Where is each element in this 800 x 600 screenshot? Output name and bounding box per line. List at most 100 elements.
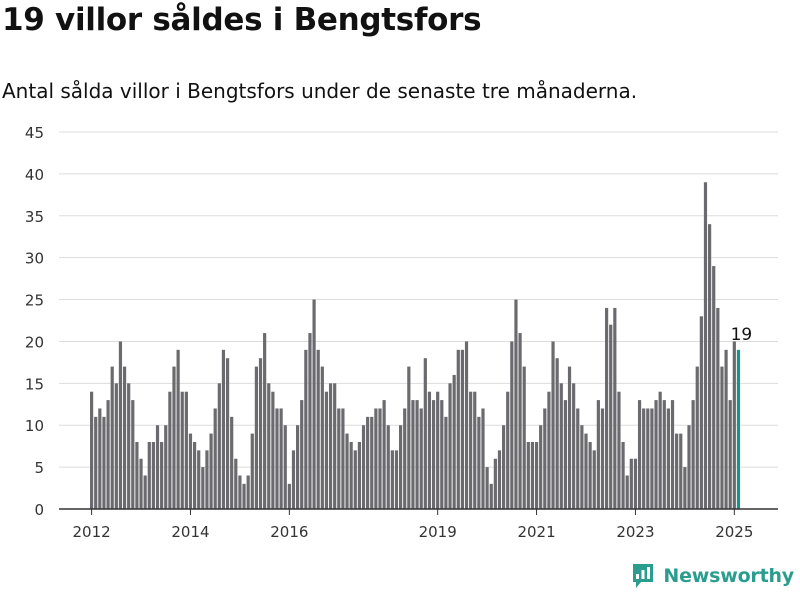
bar — [675, 433, 679, 509]
bar — [122, 366, 127, 509]
bar — [609, 324, 613, 509]
bar — [584, 433, 588, 509]
bar — [534, 441, 539, 509]
bar — [456, 349, 460, 509]
bar — [646, 408, 650, 509]
bar — [514, 299, 518, 509]
bar — [160, 441, 164, 509]
bar — [419, 408, 423, 509]
y-tick-label: 10 — [25, 417, 44, 435]
x-tick-label: 2014 — [171, 523, 209, 541]
bar — [724, 349, 728, 509]
y-tick-label: 40 — [25, 166, 44, 184]
bar — [625, 475, 629, 509]
bar — [695, 366, 699, 509]
bar — [473, 391, 477, 509]
x-tick-label: 2025 — [715, 523, 753, 541]
bar — [106, 400, 110, 509]
y-tick-label: 15 — [25, 375, 44, 393]
bar — [312, 299, 316, 509]
bar — [526, 441, 530, 509]
bar — [637, 400, 642, 509]
bar — [246, 475, 250, 509]
bar — [180, 391, 184, 509]
bar — [633, 458, 638, 509]
bar — [732, 341, 736, 509]
bar — [572, 383, 576, 509]
bar — [168, 391, 172, 509]
bar — [296, 425, 300, 509]
bar — [172, 366, 176, 509]
bar — [176, 349, 180, 509]
bar — [357, 441, 361, 509]
bar — [464, 341, 469, 509]
bar — [518, 333, 522, 509]
bar — [102, 416, 106, 509]
bar — [217, 383, 221, 509]
bar — [287, 483, 291, 509]
x-tick-label: 2023 — [616, 523, 654, 541]
bar — [666, 408, 670, 509]
bar — [151, 441, 155, 509]
bar — [477, 416, 481, 509]
bar — [250, 433, 254, 509]
y-tick-label: 25 — [25, 292, 44, 310]
bar — [333, 383, 337, 509]
bar — [440, 400, 444, 509]
bar — [143, 475, 147, 509]
bar — [110, 366, 114, 509]
bar — [403, 408, 407, 509]
bar — [448, 383, 452, 509]
bar — [316, 349, 320, 509]
bar — [267, 383, 271, 509]
bar — [127, 383, 131, 509]
bar — [662, 400, 666, 509]
bar — [131, 400, 135, 509]
bar — [155, 425, 160, 509]
chart-subtitle: Antal sålda villor i Bengtsfors under de… — [2, 79, 638, 103]
bar — [691, 400, 695, 509]
bar — [366, 416, 370, 509]
bar — [703, 182, 708, 509]
bar — [386, 425, 390, 509]
bar — [576, 408, 580, 509]
bar — [147, 441, 151, 509]
bar — [555, 358, 559, 509]
bar — [184, 391, 188, 509]
bar — [291, 450, 296, 509]
bar — [415, 400, 419, 509]
bar — [300, 400, 304, 509]
bar — [209, 433, 213, 509]
newsworthy-logo-icon — [633, 564, 654, 588]
bar — [234, 458, 238, 509]
bar — [547, 391, 551, 509]
bar — [407, 366, 411, 509]
bar — [543, 408, 547, 509]
bar — [197, 450, 201, 509]
bar — [427, 391, 432, 509]
bar — [539, 425, 543, 509]
bar — [349, 441, 353, 509]
bar — [201, 467, 205, 509]
bar — [650, 408, 654, 509]
bar — [699, 316, 703, 509]
y-tick-label: 35 — [25, 208, 44, 226]
bar — [423, 358, 427, 509]
bar — [279, 408, 283, 509]
bar — [605, 307, 609, 509]
bar — [238, 475, 242, 509]
bar — [642, 408, 646, 509]
bar — [720, 366, 724, 509]
bar — [617, 391, 621, 509]
bar — [390, 450, 394, 509]
bar — [263, 333, 267, 509]
x-tick-label: 2019 — [419, 523, 457, 541]
bar — [600, 408, 605, 509]
bar — [378, 408, 382, 509]
bar — [135, 441, 139, 509]
x-tick-label: 2021 — [517, 523, 555, 541]
brand-logo[interactable]: Newsworthy — [631, 562, 794, 590]
bar — [580, 425, 584, 509]
bar — [559, 383, 563, 509]
